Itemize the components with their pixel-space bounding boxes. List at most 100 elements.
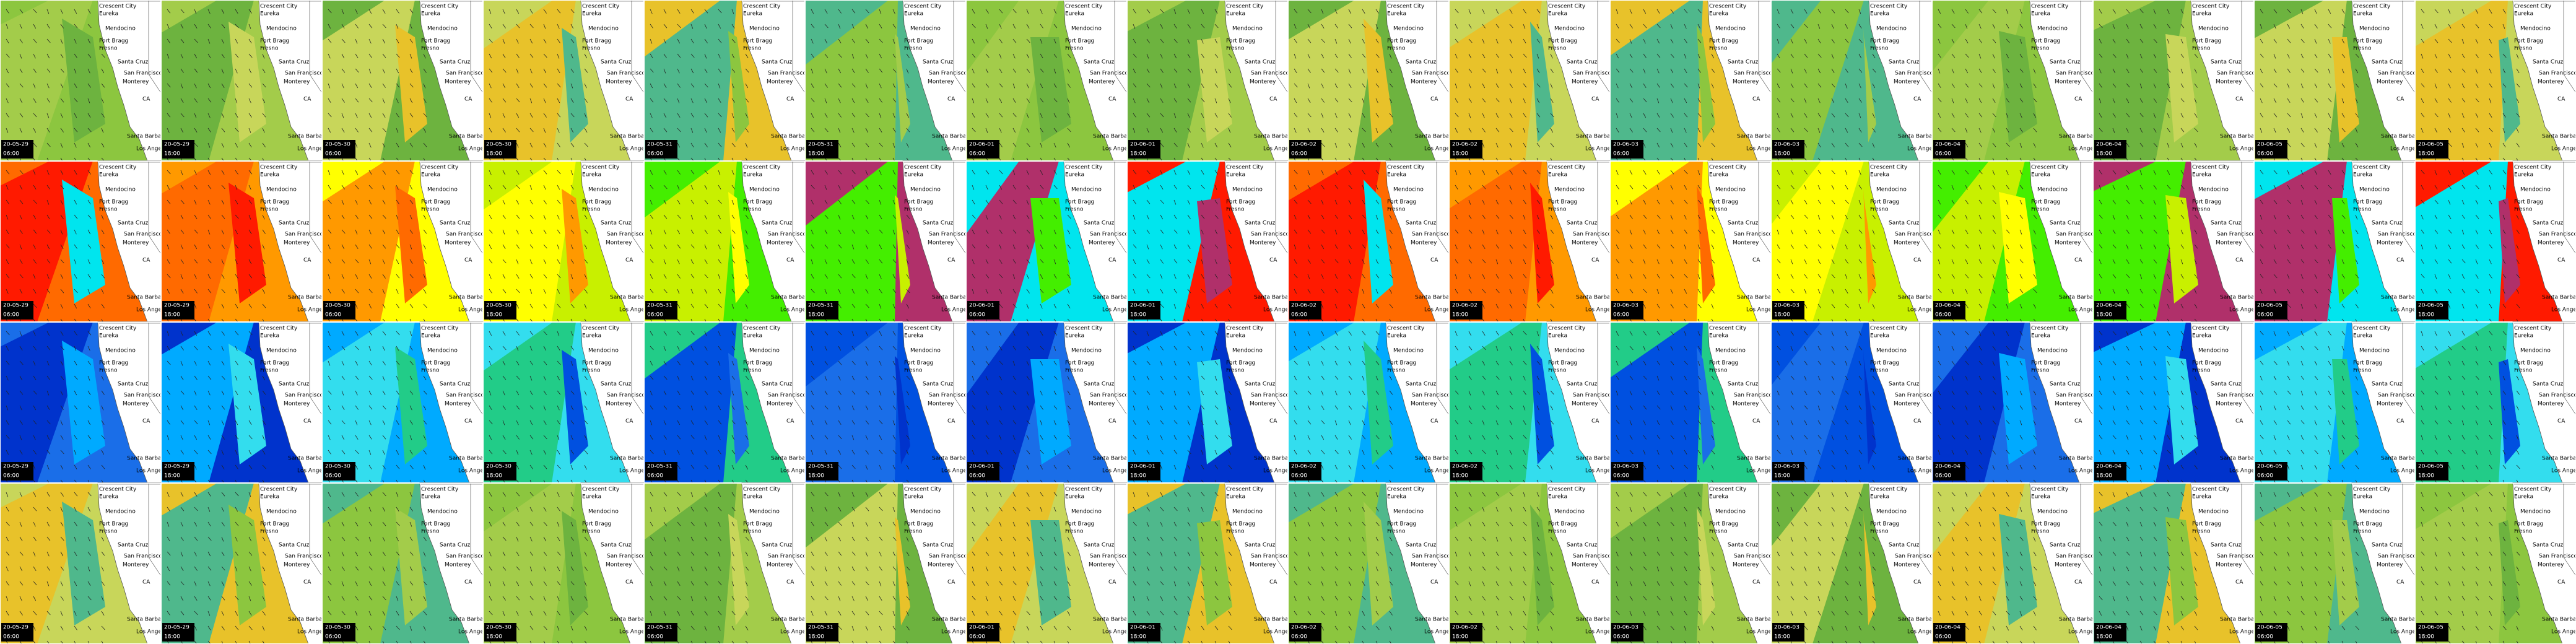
place-label: San Francisco [1090,393,1128,399]
wind-arrow [731,24,735,29]
wind-arrow [1228,405,1231,411]
place-label: Los Angeles [1585,468,1619,474]
wind-arrow [999,420,1003,425]
wind-arrow [355,420,358,425]
wind-arrow [1616,390,1619,396]
wind-arrow [1817,450,1821,455]
wind-arrow [1978,68,1982,74]
wind-arrow [2006,259,2010,264]
wind-arrow [1012,375,1016,381]
wind-arrow [1550,360,1553,366]
wind-arrow [2033,199,2037,205]
wind-arrow [1334,464,1338,470]
place-label: Crescent City [2514,165,2552,171]
place-label: Los Angeles [297,146,331,152]
place-label: Santa Barbara [1737,295,1777,301]
wind-arrow [1643,435,1647,440]
state-border [1919,322,1933,416]
place-label: Eureka [1387,333,1406,339]
place-label: Monterey [2538,240,2564,246]
wind-arrow [1804,68,1807,74]
wind-arrow [824,128,829,133]
wind-arrow [46,360,50,366]
wind-arrow [248,405,251,411]
wind-arrow [2516,274,2520,279]
wind-arrow [502,289,507,294]
wind-arrow [906,199,910,205]
wind-arrow [2314,185,2318,189]
wind-arrow [1684,259,1687,264]
wind-arrow [824,375,827,381]
wind-arrow [1012,303,1017,308]
wind-arrow [1817,9,1821,14]
wind-arrow [879,24,882,29]
wind-arrow [409,142,413,147]
wind-arrow [2328,9,2331,14]
wind-arrow [1133,83,1137,88]
time-label: 18:00 [1774,151,1790,157]
wind-arrow [811,259,814,264]
wind-arrow [423,98,427,103]
wind-arrow [1455,214,1458,220]
wind-arrow [985,289,988,294]
tile-border [1449,322,1610,483]
wind-arrow [718,346,721,350]
place-label: Crescent City [421,326,459,332]
wind-arrow [355,405,359,410]
wind-arrow [2300,229,2305,234]
wind-arrow [1201,346,1204,351]
wind-arrow [2194,199,2198,205]
wind-arrow [1509,390,1513,396]
place-label: Santa Barbara [2059,134,2099,140]
wind-arrow [1201,259,1204,264]
wind-arrow [1831,289,1835,294]
wind-arrow [824,199,828,205]
tile-border [1288,161,1449,322]
wind-arrow [1992,214,1996,220]
wind-arrow [235,360,238,365]
wind-arrow [355,9,358,14]
wind-arrow [2139,405,2143,411]
wind-arrow [33,331,36,336]
wind-arrow [33,274,36,279]
wind-arrow [516,435,520,440]
wind-arrow [1643,331,1647,336]
wind-arrow [1334,53,1338,59]
wind-arrow [2475,185,2479,189]
wind-arrow [2139,450,2143,455]
tile-border [2254,161,2415,322]
date-label: 20-05-31 [808,142,833,148]
wind-arrow [1992,390,1996,395]
wind-arrow [704,450,708,455]
place-label: Fort Bragg [99,360,128,367]
wind-arrow [1348,346,1351,351]
wind-arrow [1053,346,1056,351]
wind-arrow [1965,259,1969,264]
wind-arrow [1872,199,1875,205]
wind-arrow [1536,390,1541,395]
wind-arrow [1334,170,1338,175]
wind-arrow [1362,289,1365,294]
place-label: Monterey [284,401,310,407]
wind-arrow [677,229,681,235]
wind-arrow [2194,435,2198,440]
wind-arrow [1482,38,1485,44]
wind-arrow [87,289,90,294]
place-label: San Francisco [2056,393,2094,399]
place-label: Fresno [1709,368,1728,374]
wind-arrow [2502,229,2506,235]
wind-arrow [101,360,105,365]
wind-arrow [423,244,426,250]
wind-arrow [194,450,198,455]
wind-arrow [1523,24,1526,29]
wind-arrow [704,53,707,59]
wind-arrow [731,405,735,411]
wind-arrow [1965,185,1968,190]
wind-arrow [60,464,64,470]
wind-arrow [718,142,722,147]
wind-arrow [2287,244,2290,250]
wind-arrow [851,38,855,43]
wind-arrow [248,185,251,190]
